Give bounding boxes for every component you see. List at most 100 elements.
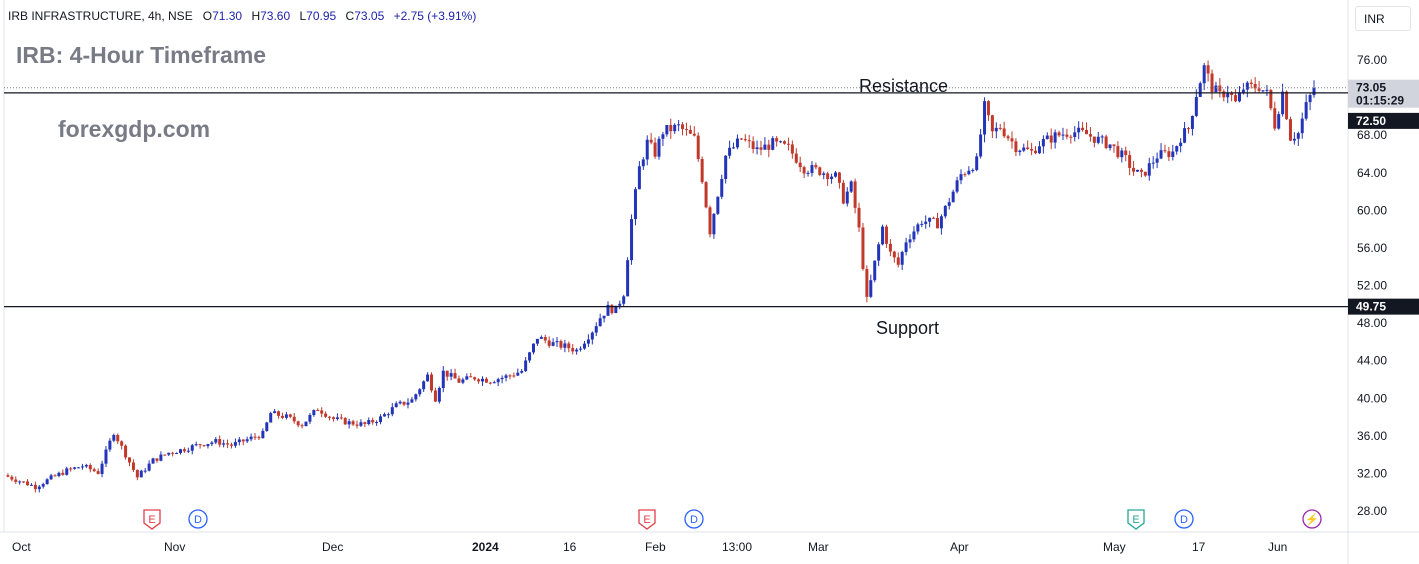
candle-body	[528, 352, 532, 361]
candle-body	[516, 372, 520, 376]
candle-body	[971, 169, 975, 171]
candle-body	[1285, 91, 1289, 120]
candle-body	[567, 343, 571, 349]
candle-body	[641, 159, 645, 167]
candle-body	[328, 416, 332, 418]
candle-body	[994, 127, 998, 132]
candle-body	[422, 381, 426, 390]
candle-body	[1300, 118, 1304, 134]
candle-body	[810, 165, 814, 173]
candle-body	[120, 441, 124, 446]
candle-body	[218, 439, 222, 445]
candle-body	[92, 469, 96, 472]
candle-body	[543, 337, 547, 341]
candle-body	[1222, 91, 1226, 98]
candle-body	[618, 303, 622, 306]
candle-body	[1312, 88, 1316, 96]
open-value: 71.30	[212, 9, 243, 23]
candle-body	[912, 231, 916, 240]
candle-body	[582, 343, 586, 349]
support-price-badge	[1348, 298, 1419, 315]
candle-body	[316, 409, 320, 411]
dividend-marker[interactable]: D	[188, 509, 208, 529]
symbol-name[interactable]: IRB INFRASTRUCTURE, 4h, NSE	[8, 9, 193, 23]
candle-body	[841, 182, 845, 204]
candle-body	[1249, 82, 1253, 84]
candle-body	[1277, 114, 1281, 129]
candle-body	[786, 143, 790, 145]
earnings-marker[interactable]: E	[143, 509, 161, 530]
x-tick-label: Jun	[1268, 540, 1287, 554]
candle-body	[586, 339, 590, 344]
candle-body	[277, 411, 281, 416]
candle-body	[280, 415, 284, 418]
candle-body	[1198, 83, 1202, 97]
candle-body	[182, 449, 186, 452]
candle-body	[783, 141, 787, 144]
candle-body	[178, 449, 182, 453]
high-value: 73.60	[260, 9, 291, 23]
candle-body	[112, 435, 116, 441]
y-tick-label: 56.00	[1357, 241, 1387, 255]
candle-body	[610, 304, 614, 314]
candle-body	[677, 124, 681, 126]
dividend-marker[interactable]: D	[1174, 509, 1194, 529]
candle-body	[743, 139, 747, 141]
candle-body	[594, 326, 598, 333]
candle-body	[367, 419, 371, 425]
candle-body	[661, 134, 665, 139]
candle-body	[967, 170, 971, 175]
candle-body	[986, 101, 990, 116]
candle-body	[22, 481, 26, 483]
candle-body	[202, 445, 206, 447]
candle-body	[1136, 169, 1140, 172]
candle-body	[198, 444, 202, 446]
earnings-marker[interactable]: E	[638, 509, 656, 530]
event-markers[interactable]: E D E D E D ⚡	[143, 509, 1322, 530]
candle-body	[312, 409, 316, 416]
candle-body	[649, 139, 653, 143]
candle-body	[1214, 85, 1218, 93]
candle-body	[481, 378, 485, 382]
dividend-marker[interactable]: D	[684, 509, 704, 529]
candle-body	[304, 421, 308, 427]
candle-body	[69, 468, 73, 470]
candle-body	[1132, 167, 1136, 172]
candle-body	[767, 144, 771, 150]
candle-body	[614, 305, 618, 314]
candle-body	[226, 443, 230, 445]
candle-body	[606, 304, 610, 316]
candle-body	[96, 471, 100, 474]
candle-body	[963, 174, 967, 176]
candle-body	[802, 167, 806, 174]
candle-body	[394, 403, 398, 408]
high-label: H	[251, 9, 261, 23]
candle-body	[1124, 150, 1128, 156]
earnings-icon	[143, 509, 161, 530]
last-price-badge	[1348, 79, 1419, 108]
resistance-price-badge	[1348, 112, 1419, 129]
candle-body	[559, 341, 563, 348]
candle-body	[163, 454, 167, 456]
flash-marker[interactable]: ⚡	[1302, 509, 1322, 529]
candle-body	[728, 147, 732, 156]
candle-body	[10, 476, 14, 480]
currency-button[interactable]: INR	[1355, 6, 1411, 31]
candle-body	[1281, 91, 1285, 115]
candle-body	[520, 371, 524, 373]
candle-body	[959, 174, 963, 181]
candle-body	[135, 469, 139, 478]
candle-body	[888, 243, 892, 252]
candle-body	[461, 379, 465, 383]
candle-body	[904, 242, 908, 252]
candle-body	[469, 376, 473, 378]
candle-body	[186, 450, 190, 452]
candle-body	[1167, 151, 1171, 157]
candle-body	[484, 378, 488, 383]
candle-body	[814, 165, 818, 168]
earnings-marker[interactable]: E	[1127, 509, 1145, 530]
candle-body	[1265, 89, 1269, 91]
candle-body	[990, 115, 994, 132]
